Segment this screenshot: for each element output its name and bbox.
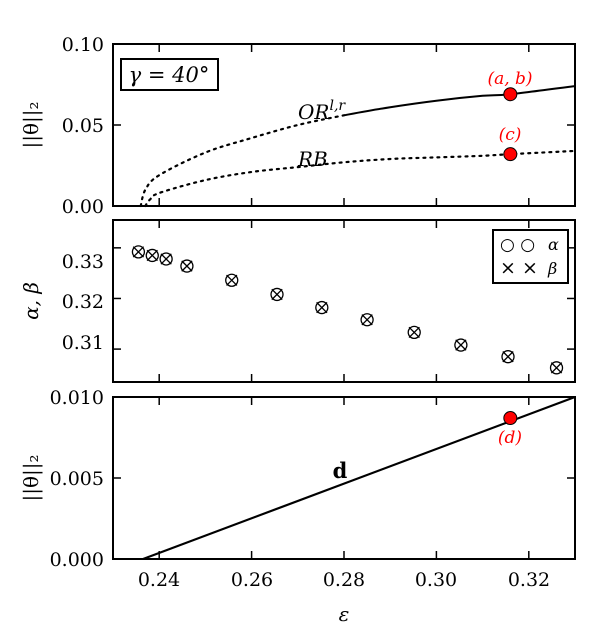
panel-middle-ylabel: α, β [19, 282, 43, 320]
beta-marker-stroke [181, 260, 193, 272]
legend-label-beta: β [547, 259, 557, 278]
alpha-marker [225, 273, 239, 287]
panel-top-ylabel: ||θ||₂ [19, 101, 44, 148]
panel-bottom-xticks [158, 397, 530, 559]
alpha-marker [159, 252, 173, 266]
panel-middle-xticks [158, 220, 530, 382]
xtick-labels: 0.24 0.26 0.28 0.30 0.32 [138, 569, 550, 591]
panel-bottom: 0.010 0.005 0.000 ||θ||₂ 0.24 0.26 0.28 … [19, 387, 576, 626]
beta-marker-stroke [455, 339, 467, 351]
point-c [503, 147, 518, 162]
alpha-marker [131, 245, 146, 259]
beta-marker-stroke [160, 253, 172, 265]
series-label-rb: RB [297, 147, 328, 171]
alpha-marker [501, 350, 515, 364]
legend-marker-alpha: ○ ○ [500, 235, 535, 255]
xtick-label: 0.32 [508, 569, 550, 591]
legend-box [492, 229, 569, 284]
point-ab-label: (a, b) [487, 69, 532, 89]
beta-marker [408, 326, 420, 339]
xtick-label: 0.26 [231, 569, 273, 591]
point-ab [503, 87, 518, 102]
point-d-label: (d) [498, 428, 522, 448]
legend: ○ ○ α × × β [492, 229, 569, 284]
xtick-label: 0.30 [415, 569, 457, 591]
beta-marker-stroke [361, 314, 373, 326]
series-or-dotted [139, 114, 346, 208]
ytick-label: 0.000 [50, 549, 104, 571]
alpha-marker [360, 313, 374, 327]
xtick-label: 0.24 [138, 569, 180, 591]
series-label-d: d [333, 458, 348, 483]
series-or-solid [343, 85, 576, 117]
alpha-marker [454, 338, 468, 352]
beta-marker [271, 288, 283, 301]
inset-label: γ = 40° [129, 63, 210, 87]
panel-bottom-ylabel: ||θ||₂ [19, 454, 44, 501]
series-rb-dotted [144, 149, 577, 208]
xaxis-label: ε [339, 602, 350, 626]
legend-label-alpha: α [548, 235, 559, 254]
beta-marker [455, 339, 467, 351]
alpha-marker [549, 361, 564, 375]
beta-marker [550, 362, 563, 374]
beta-marker-stroke [271, 288, 283, 301]
legend-marker-beta: × × [500, 257, 538, 279]
point-d [503, 411, 518, 426]
ytick-label: 0.05 [62, 115, 104, 137]
point-c-label: (c) [499, 125, 522, 145]
beta-marker-stroke [316, 301, 328, 314]
series-d [142, 395, 576, 561]
beta-marker-stroke [550, 362, 563, 374]
beta-marker [132, 246, 145, 258]
ytick-label: 0.010 [50, 387, 104, 409]
scatter-markers [131, 245, 564, 375]
xtick-label: 0.28 [323, 569, 365, 591]
panel-top-xticks [158, 44, 530, 206]
beta-marker-stroke [408, 326, 420, 339]
alpha-marker [145, 248, 159, 263]
beta-marker [226, 274, 238, 286]
beta-marker [502, 351, 514, 363]
panel-middle: 0.33 0.32 0.31 α, β ○ ○ α × × β [19, 219, 576, 383]
beta-marker [316, 301, 328, 314]
beta-marker-stroke [132, 246, 145, 258]
alpha-marker [180, 259, 194, 273]
beta-marker [160, 253, 172, 265]
ytick-label: 0.005 [50, 468, 104, 490]
beta-marker [181, 260, 193, 272]
panel-top: 0.10 0.05 0.00 ||θ||₂ ORl,r RB (a, b) (c… [19, 34, 577, 218]
alpha-marker [315, 300, 329, 315]
beta-marker-stroke [502, 351, 514, 363]
ytick-label: 0.31 [62, 332, 104, 354]
beta-marker [361, 314, 373, 326]
beta-marker-stroke [146, 249, 158, 262]
beta-marker-stroke [226, 274, 238, 286]
ytick-label: 0.32 [62, 291, 104, 313]
beta-marker [146, 249, 158, 262]
alpha-marker [407, 325, 421, 340]
ytick-label: 0.00 [62, 196, 104, 218]
alpha-marker [270, 287, 284, 302]
ytick-label: 0.33 [62, 251, 104, 273]
inset-label-box [120, 58, 219, 91]
ytick-label: 0.10 [62, 34, 104, 56]
series-label-or: ORl,r [298, 98, 346, 124]
